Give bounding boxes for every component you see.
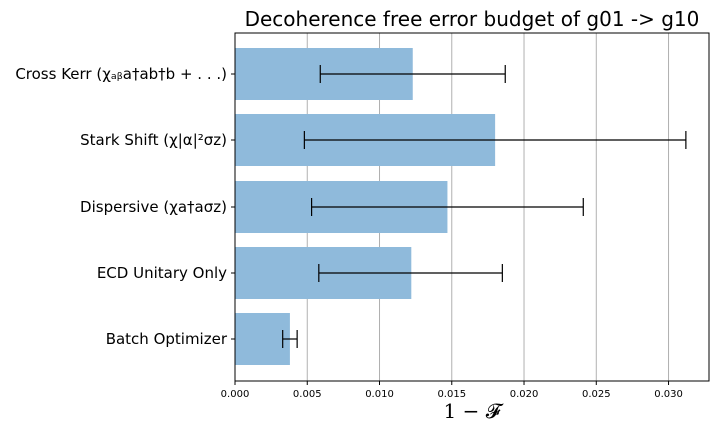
x-tick-label: 0.015 [437,389,466,400]
category-label: Dispersive (χa†aσz) [80,198,227,216]
y-axis-labels: Cross Kerr (χₐᵦa†ab†b + . . .) Stark Shif… [15,65,235,348]
x-tick-label: 0.000 [221,389,250,400]
x-axis-ticks: 0.000 0.005 0.010 0.015 0.020 0.025 0.030 [221,381,683,400]
category-label: Batch Optimizer [106,330,228,348]
category-label: Stark Shift (χ|α|²σz) [80,131,227,149]
category-label: ECD Unitary Only [97,264,227,282]
category-label: Cross Kerr (χₐᵦa†ab†b + . . .) [15,65,227,83]
error-bars [282,65,687,348]
x-tick-label: 0.030 [654,389,683,400]
x-tick-label: 0.005 [293,389,322,400]
chart-title: Decoherence free error budget of g01 -> … [245,7,700,31]
x-tick-label: 0.025 [582,389,611,400]
x-axis-label: 1 − 𝓕 [444,399,504,423]
bar [235,313,290,365]
x-tick-label: 0.020 [510,389,539,400]
x-tick-label: 0.010 [365,389,394,400]
